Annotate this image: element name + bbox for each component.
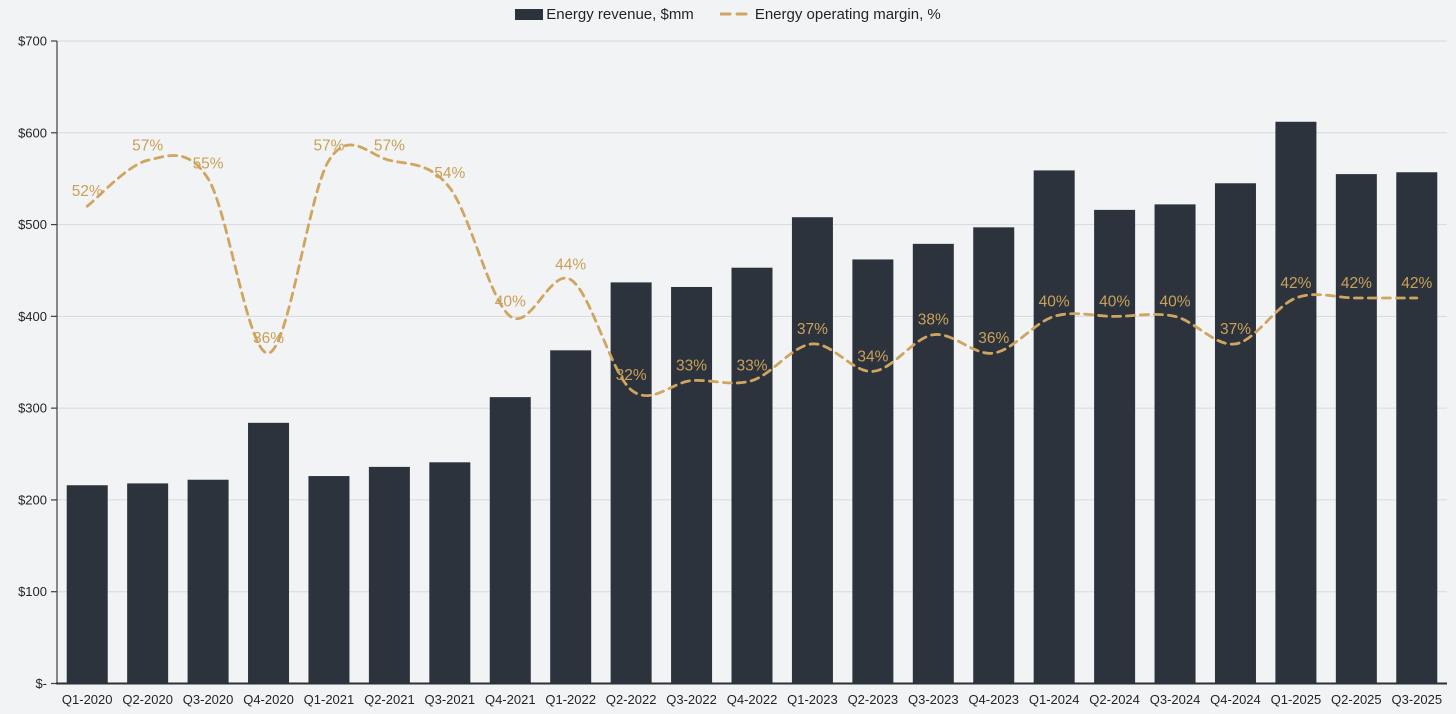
margin-label-Q2-2025: 42%: [1341, 275, 1372, 292]
margin-label-Q4-2023: 36%: [978, 330, 1009, 347]
x-axis-label-Q3-2024: Q3-2024: [1150, 692, 1201, 707]
margin-label-Q4-2024: 37%: [1220, 321, 1251, 338]
margin-label-Q2-2023: 34%: [857, 348, 888, 365]
x-axis-label-Q1-2022: Q1-2022: [545, 692, 596, 707]
y-axis-label-200: $200: [18, 492, 47, 507]
margin-label-Q1-2020: 52%: [72, 183, 103, 200]
bar-Q3-2024: [1154, 204, 1196, 684]
x-axis-label-Q3-2021: Q3-2021: [425, 692, 476, 707]
legend-item-revenue: Energy revenue, $mm: [515, 6, 694, 23]
x-axis-label-Q2-2024: Q2-2024: [1089, 692, 1140, 707]
x-axis-label-Q2-2020: Q2-2020: [122, 692, 173, 707]
bar-Q3-2021: [429, 462, 471, 684]
bar-Q2-2021: [368, 466, 410, 684]
y-axis-label-600: $600: [18, 125, 47, 140]
margin-label-Q4-2022: 33%: [736, 358, 767, 375]
y-axis-label-500: $500: [18, 217, 47, 232]
x-axis-label-Q1-2023: Q1-2023: [787, 692, 838, 707]
legend-item-margin: Energy operating margin, %: [719, 6, 941, 23]
margin-label-Q1-2025: 42%: [1280, 275, 1311, 292]
y-axis-label-400: $400: [18, 309, 47, 324]
margin-label-Q3-2025: 42%: [1401, 275, 1432, 292]
bar-Q3-2025: [1396, 172, 1438, 684]
x-axis-label-Q3-2023: Q3-2023: [908, 692, 959, 707]
bar-Q1-2023: [791, 217, 833, 684]
legend-label-revenue: Energy revenue, $mm: [546, 6, 694, 23]
margin-label-Q1-2022: 44%: [555, 257, 586, 274]
bar-Q2-2023: [852, 259, 894, 684]
x-axis-label-Q2-2022: Q2-2022: [606, 692, 657, 707]
bar-Q3-2023: [912, 243, 954, 684]
bar-Q2-2024: [1094, 209, 1136, 684]
x-axis-label-Q4-2020: Q4-2020: [243, 692, 294, 707]
margin-label-Q2-2024: 40%: [1099, 293, 1130, 310]
y-axis-label-300: $300: [18, 401, 47, 416]
margin-label-Q3-2021: 54%: [434, 165, 465, 182]
operating-margin-line: [85, 143, 1419, 397]
x-axis-label-Q4-2023: Q4-2023: [968, 692, 1019, 707]
bar-Q4-2023: [973, 227, 1015, 684]
x-axis-label-Q1-2021: Q1-2021: [304, 692, 355, 707]
x-axis-label-Q4-2022: Q4-2022: [727, 692, 778, 707]
legend-label-margin: Energy operating margin, %: [754, 6, 941, 23]
x-axis-label-Q2-2021: Q2-2021: [364, 692, 415, 707]
x-axis-label-Q1-2024: Q1-2024: [1029, 692, 1080, 707]
bar-Q1-2020: [66, 485, 108, 684]
y-axis-label-700: $700: [18, 34, 47, 49]
x-axis-label-Q4-2021: Q4-2021: [485, 692, 536, 707]
y-axis-label-0: $-: [35, 676, 47, 691]
x-axis-label-Q3-2020: Q3-2020: [183, 692, 234, 707]
y-axis-label-100: $100: [18, 584, 47, 599]
bar-Q2-2025: [1335, 174, 1377, 684]
bar-Q1-2022: [550, 350, 592, 684]
bar-Q2-2020: [127, 483, 169, 684]
margin-label-Q3-2023: 38%: [918, 312, 949, 329]
bar-Q1-2025: [1275, 121, 1317, 684]
bar-Q2-2022: [610, 282, 652, 684]
revenue-bar-swatch-icon: [515, 9, 544, 20]
margin-label-Q3-2022: 33%: [676, 358, 707, 375]
x-axis-label-Q3-2025: Q3-2025: [1391, 692, 1442, 707]
margin-label-Q3-2020: 55%: [193, 156, 224, 173]
margin-label-Q4-2021: 40%: [495, 293, 526, 310]
x-axis-label-Q3-2022: Q3-2022: [666, 692, 717, 707]
margin-label-Q1-2024: 40%: [1039, 293, 1070, 310]
x-axis-label-Q2-2023: Q2-2023: [848, 692, 899, 707]
bar-Q4-2020: [248, 422, 290, 684]
x-axis-label-Q1-2020: Q1-2020: [62, 692, 113, 707]
bar-Q1-2024: [1033, 170, 1075, 684]
bar-Q4-2022: [731, 267, 773, 684]
x-axis-label-Q2-2025: Q2-2025: [1331, 692, 1382, 707]
bar-Q4-2024: [1214, 183, 1256, 684]
bar-Q3-2020: [187, 479, 229, 684]
margin-dash-swatch-icon: [719, 6, 753, 23]
bar-Q3-2022: [671, 286, 713, 684]
margin-label-Q1-2021: 57%: [313, 137, 344, 154]
x-axis-label-Q4-2024: Q4-2024: [1210, 692, 1261, 707]
x-axis-label-Q1-2025: Q1-2025: [1271, 692, 1322, 707]
bar-Q4-2021: [489, 397, 531, 684]
margin-label-Q2-2022: 32%: [616, 367, 647, 384]
margin-label-Q1-2023: 37%: [797, 321, 828, 338]
margin-label-Q2-2020: 57%: [132, 137, 163, 154]
chart-legend: Energy revenue, $mm Energy operating mar…: [0, 6, 1456, 23]
margin-label-Q4-2020: 36%: [253, 330, 284, 347]
bar-Q1-2021: [308, 476, 350, 684]
margin-label-Q2-2021: 57%: [374, 137, 405, 154]
margin-label-Q3-2024: 40%: [1160, 293, 1191, 310]
